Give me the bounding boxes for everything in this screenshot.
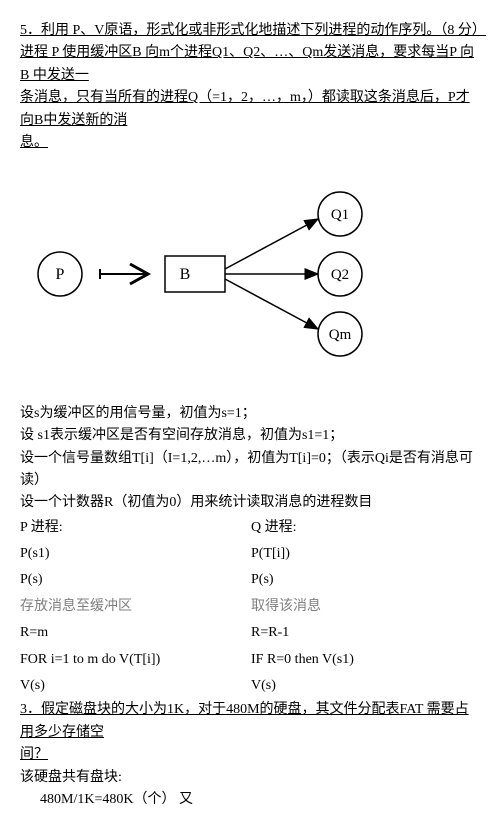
table-row: R=m R=R-1 — [20, 620, 482, 646]
q3-ans2: 480M/1K=480K（个） 又 — [20, 789, 482, 811]
table-row: V(s) V(s) — [20, 673, 482, 699]
edge-b-q1 — [225, 219, 318, 269]
table-row: FOR i=1 to m do V(T[i]) IF R=0 then V(s1… — [20, 647, 482, 673]
q3-title: 3．假定磁盘块的大小为1K，对于480M的硬盘，其文件分配表FAT 需要占用多少… — [20, 699, 482, 744]
question-3-block: 3．假定磁盘块的大小为1K，对于480M的硬盘，其文件分配表FAT 需要占用多少… — [20, 699, 482, 811]
q-cell: P(s) — [251, 567, 482, 593]
q5-line3: 息。 — [20, 132, 482, 154]
p-cell: R=m — [20, 620, 251, 646]
node-qm-label: Qm — [329, 327, 352, 343]
node-b — [165, 256, 225, 292]
p-cell: FOR i=1 to m do V(T[i]) — [20, 647, 251, 673]
q-header: Q 进程: — [251, 520, 297, 535]
q-cell: P(T[i]) — [251, 541, 482, 567]
q-cell: IF R=0 then V(s1) — [251, 647, 482, 673]
table-row: 存放消息至缓冲区 取得该消息 — [20, 594, 482, 620]
q5-line2: 条消息，只有当所有的进程Q（=1，2，…，m，）都读取这条消息后，P才向B中发送… — [20, 87, 482, 132]
q-cell: V(s) — [251, 673, 482, 699]
node-b-label: B — [180, 266, 191, 283]
q3-title2: 间？ — [20, 744, 482, 766]
table-header-row: P 进程: Q 进程: — [20, 515, 482, 541]
p-cell: V(s) — [20, 673, 251, 699]
edge-b-qm — [225, 279, 318, 329]
process-table: P 进程: Q 进程: P(s1) P(T[i]) P(s) P(s) 存放消息… — [20, 515, 482, 700]
setup-l1: 设s为缓冲区的用信号量，初值为s=1； — [20, 403, 482, 425]
question-5-block: 5．利用 P、V原语，形式化或非形式化地描述下列进程的动作序列。（8 分） 进程… — [20, 20, 482, 154]
q3-ans1: 该硬盘共有盘块: — [20, 767, 482, 789]
process-diagram: P B Q1 Q2 Qm — [20, 174, 400, 374]
table-row: P(s1) P(T[i]) — [20, 541, 482, 567]
setup-l4: 设一个计数器R（初值为0）用来统计读取消息的进程数目 — [20, 492, 482, 514]
q-cell: R=R-1 — [251, 620, 482, 646]
p-cell: P(s) — [20, 567, 251, 593]
node-q2-label: Q2 — [331, 267, 349, 283]
p-cell: 存放消息至缓冲区 — [20, 594, 251, 620]
q-cell: 取得该消息 — [251, 594, 482, 620]
q5-line1: 进程 P 使用缓冲区B 向m个进程Q1、Q2、…、Qm发送消息，要求每当P 向B… — [20, 42, 482, 87]
p-header: P 进程: — [20, 520, 63, 535]
node-p-label: P — [56, 266, 65, 283]
q5-title: 5．利用 P、V原语，形式化或非形式化地描述下列进程的动作序列。（8 分） — [20, 20, 482, 42]
setup-l2: 设 s1表示缓冲区是否有空间存放消息，初值为s1=1； — [20, 425, 482, 447]
setup-l3: 设一个信号量数组T[i]（I=1,2,…m），初值为T[i]=0；（表示Qi是否… — [20, 448, 482, 493]
node-q1-label: Q1 — [331, 207, 349, 223]
setup-block: 设s为缓冲区的用信号量，初值为s=1； 设 s1表示缓冲区是否有空间存放消息，初… — [20, 403, 482, 515]
table-row: P(s) P(s) — [20, 567, 482, 593]
p-cell: P(s1) — [20, 541, 251, 567]
